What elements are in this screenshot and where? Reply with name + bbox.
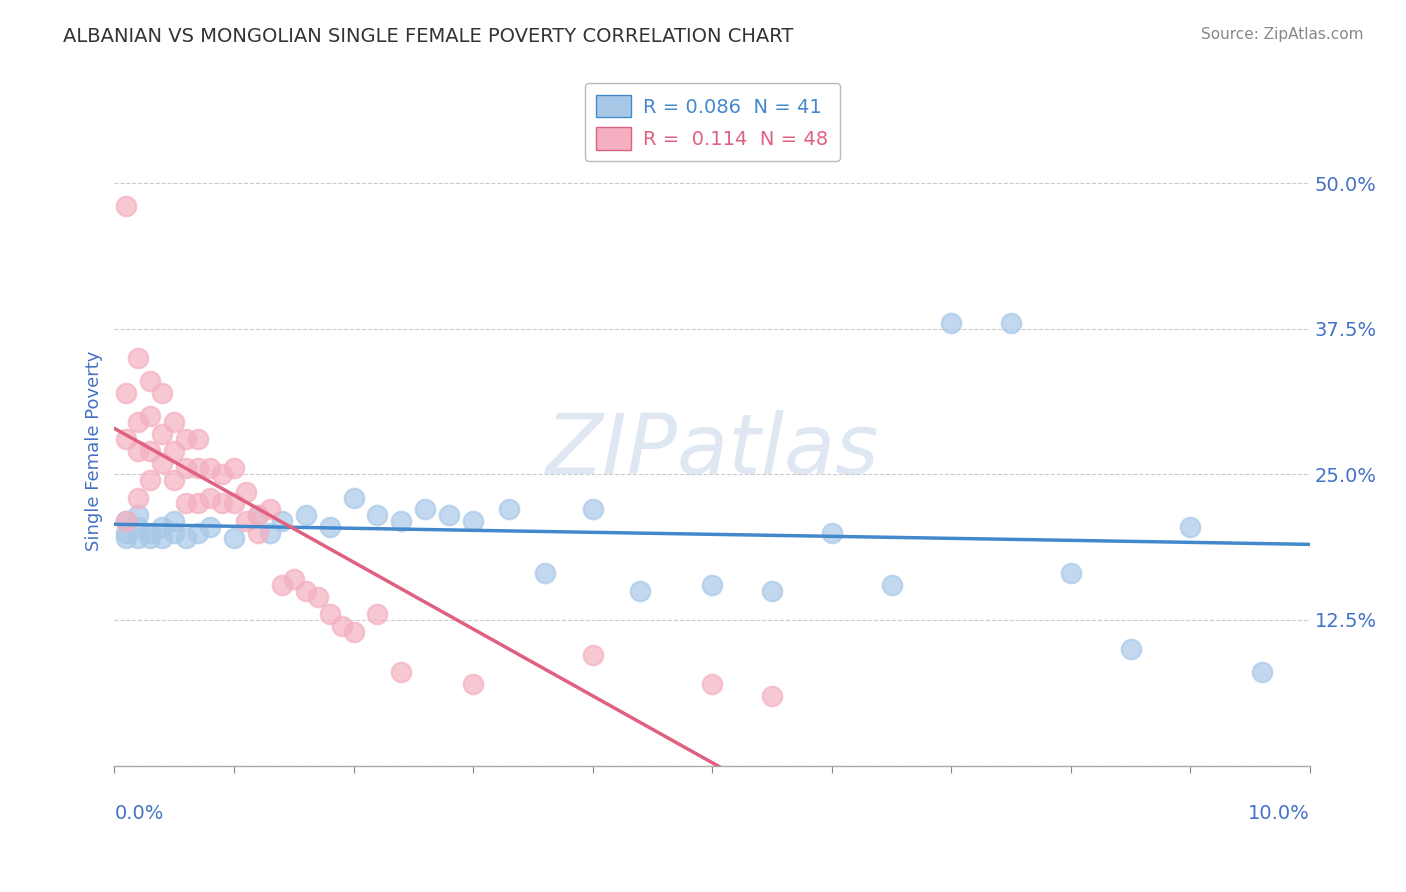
- Point: [222, 532, 245, 546]
- Point: [139, 374, 162, 388]
- Point: [283, 572, 305, 586]
- Point: [115, 525, 138, 540]
- Point: [246, 508, 269, 522]
- Point: [581, 648, 603, 662]
- Point: [702, 578, 724, 592]
- Point: [150, 456, 173, 470]
- Point: [139, 525, 162, 540]
- Point: [163, 444, 186, 458]
- Point: [222, 496, 245, 510]
- Point: [187, 433, 209, 447]
- Point: [702, 677, 724, 691]
- Point: [342, 491, 364, 505]
- Point: [127, 491, 149, 505]
- Point: [761, 583, 783, 598]
- Point: [211, 467, 233, 482]
- Point: [318, 607, 340, 621]
- Point: [1251, 665, 1274, 680]
- Point: [115, 514, 138, 528]
- Point: [163, 473, 186, 487]
- Point: [150, 520, 173, 534]
- Point: [941, 316, 963, 330]
- Point: [761, 689, 783, 703]
- Legend: R = 0.086  N = 41, R =  0.114  N = 48: R = 0.086 N = 41, R = 0.114 N = 48: [585, 83, 839, 161]
- Point: [115, 199, 138, 213]
- Point: [330, 619, 353, 633]
- Point: [307, 590, 329, 604]
- Point: [1119, 642, 1142, 657]
- Point: [246, 525, 269, 540]
- Point: [139, 409, 162, 423]
- Point: [139, 444, 162, 458]
- Y-axis label: Single Female Poverty: Single Female Poverty: [86, 351, 103, 551]
- Point: [127, 520, 149, 534]
- Point: [1180, 520, 1202, 534]
- Point: [366, 508, 388, 522]
- Point: [115, 433, 138, 447]
- Point: [461, 677, 484, 691]
- Point: [174, 461, 197, 475]
- Point: [174, 433, 197, 447]
- Point: [127, 444, 149, 458]
- Point: [294, 508, 316, 522]
- Point: [498, 502, 520, 516]
- Point: [1060, 566, 1083, 581]
- Point: [235, 484, 257, 499]
- Point: [115, 385, 138, 400]
- Point: [198, 461, 221, 475]
- Point: [163, 415, 186, 429]
- Point: [115, 514, 138, 528]
- Point: [198, 520, 221, 534]
- Point: [115, 532, 138, 546]
- Point: [139, 473, 162, 487]
- Point: [581, 502, 603, 516]
- Point: [174, 496, 197, 510]
- Point: [366, 607, 388, 621]
- Point: [342, 624, 364, 639]
- Point: [235, 514, 257, 528]
- Point: [127, 415, 149, 429]
- Point: [163, 525, 186, 540]
- Point: [187, 461, 209, 475]
- Point: [150, 532, 173, 546]
- Point: [270, 514, 292, 528]
- Text: 0.0%: 0.0%: [114, 805, 163, 823]
- Text: ALBANIAN VS MONGOLIAN SINGLE FEMALE POVERTY CORRELATION CHART: ALBANIAN VS MONGOLIAN SINGLE FEMALE POVE…: [63, 27, 793, 45]
- Point: [127, 508, 149, 522]
- Point: [187, 496, 209, 510]
- Point: [437, 508, 460, 522]
- Point: [187, 525, 209, 540]
- Point: [222, 461, 245, 475]
- Text: Source: ZipAtlas.com: Source: ZipAtlas.com: [1201, 27, 1364, 42]
- Point: [533, 566, 555, 581]
- Point: [389, 665, 412, 680]
- Point: [150, 385, 173, 400]
- Point: [259, 525, 281, 540]
- Point: [127, 351, 149, 365]
- Point: [139, 532, 162, 546]
- Point: [318, 520, 340, 534]
- Point: [461, 514, 484, 528]
- Point: [174, 532, 197, 546]
- Point: [246, 508, 269, 522]
- Point: [127, 532, 149, 546]
- Text: 10.0%: 10.0%: [1249, 805, 1310, 823]
- Point: [270, 578, 292, 592]
- Point: [163, 514, 186, 528]
- Point: [150, 426, 173, 441]
- Point: [1000, 316, 1022, 330]
- Point: [198, 491, 221, 505]
- Point: [389, 514, 412, 528]
- Point: [259, 502, 281, 516]
- Point: [211, 496, 233, 510]
- Point: [413, 502, 436, 516]
- Point: [630, 583, 652, 598]
- Text: ZIPatlas: ZIPatlas: [546, 410, 879, 491]
- Point: [821, 525, 844, 540]
- Point: [880, 578, 903, 592]
- Point: [294, 583, 316, 598]
